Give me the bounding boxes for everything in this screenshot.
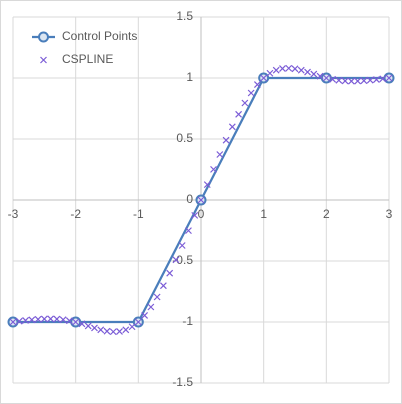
- marker: [22, 316, 29, 324]
- x-tick-label: 3: [386, 207, 393, 221]
- marker: [78, 320, 86, 328]
- marker: [347, 77, 355, 85]
- marker: [28, 316, 36, 324]
- y-tick-label: 1.5: [176, 9, 193, 23]
- marker: [128, 323, 136, 331]
- x-tick-label: -1: [133, 207, 144, 221]
- marker: [210, 165, 217, 173]
- marker: [153, 293, 161, 301]
- marker: [141, 311, 149, 319]
- marker: [53, 315, 61, 323]
- marker: [15, 317, 23, 325]
- marker: [253, 81, 261, 89]
- marker: [172, 256, 180, 264]
- y-tick-label: 1: [186, 70, 193, 84]
- marker: [272, 66, 280, 74]
- y-tick-label: 0.5: [176, 131, 193, 145]
- marker: [235, 110, 243, 118]
- marker: [335, 76, 343, 84]
- marker: [134, 318, 142, 326]
- marker: [197, 196, 205, 204]
- marker: [297, 66, 305, 74]
- x-tick-label: -2: [70, 207, 81, 221]
- marker: [34, 315, 42, 323]
- marker: [366, 76, 374, 84]
- marker: [65, 317, 73, 325]
- marker: [203, 181, 211, 189]
- marker: [116, 327, 123, 335]
- marker: [216, 151, 224, 158]
- marker: [191, 211, 199, 219]
- marker: [373, 76, 380, 84]
- marker: [379, 75, 387, 83]
- marker: [166, 269, 174, 277]
- marker: [97, 326, 105, 334]
- marker: [84, 322, 92, 330]
- marker: [147, 303, 155, 311]
- marker: [316, 72, 324, 80]
- legend-marker: [38, 31, 49, 43]
- x-tick-label: 0: [198, 207, 205, 221]
- marker: [159, 282, 167, 290]
- marker: [72, 318, 80, 326]
- marker: [241, 99, 249, 107]
- marker: [228, 123, 236, 131]
- marker: [260, 74, 268, 82]
- marker: [103, 327, 111, 335]
- marker: [222, 136, 230, 144]
- marker: [329, 75, 337, 83]
- marker: [91, 324, 98, 332]
- marker: [354, 77, 362, 85]
- marker: [122, 326, 130, 334]
- marker: [360, 77, 368, 85]
- marker: [178, 242, 186, 249]
- marker: [285, 64, 293, 72]
- marker: [185, 227, 192, 235]
- marker: [247, 89, 255, 97]
- y-tick-label: -1: [182, 314, 193, 328]
- marker: [40, 315, 48, 323]
- marker: [109, 328, 117, 336]
- marker: [310, 70, 318, 78]
- legend-marker: [40, 56, 47, 64]
- marker: [291, 65, 299, 73]
- y-tick-label: -1.5: [172, 375, 193, 389]
- y-tick-label: 0: [186, 192, 193, 206]
- marker: [266, 69, 274, 77]
- marker: [341, 77, 349, 85]
- x-tick-label: -3: [8, 207, 19, 221]
- y-tick-label: -0.5: [172, 253, 193, 267]
- marker: [322, 74, 330, 82]
- marker: [385, 74, 393, 82]
- x-tick-label: 1: [260, 207, 267, 221]
- marker: [304, 68, 311, 76]
- marker: [59, 316, 67, 324]
- legend-label: CSPLINE: [62, 52, 113, 66]
- marker: [9, 318, 17, 326]
- marker: [279, 65, 286, 73]
- legend-label: Control Points: [62, 29, 137, 43]
- x-tick-label: 2: [323, 207, 330, 221]
- marker: [47, 315, 55, 323]
